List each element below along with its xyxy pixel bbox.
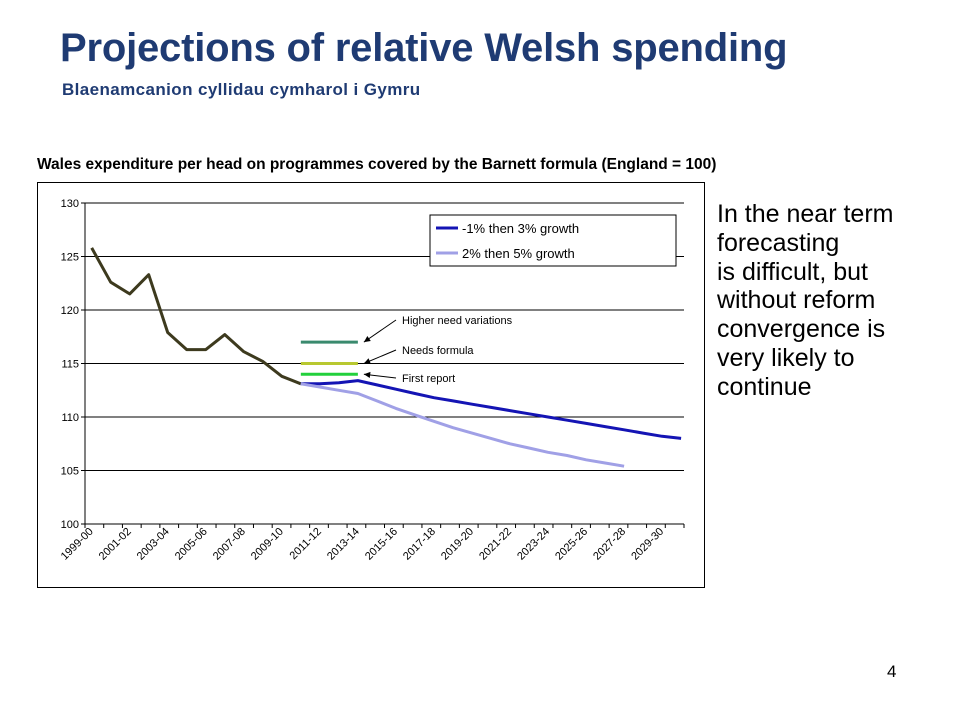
y-tick-label: 120 (61, 305, 79, 317)
legend-label: -1% then 3% growth (462, 221, 579, 236)
commentary-text: In the near term forecasting is difficul… (717, 200, 957, 402)
annotation-label: First report (402, 373, 455, 385)
series-line-low (300, 379, 682, 440)
y-tick-label: 100 (61, 519, 79, 531)
slide-subtitle: Blaenamcanion cyllidau cymharol i Gymru (62, 80, 421, 99)
x-tick-label: 1999-00 (59, 526, 96, 563)
x-tick-label: 2001-02 (97, 526, 134, 563)
y-tick-label: 130 (61, 198, 79, 210)
x-tick-label: 2029-30 (629, 526, 666, 563)
commentary-line: without reform (717, 286, 876, 315)
legend-box (429, 214, 677, 267)
commentary-line: very likely to (717, 343, 855, 372)
series-line-historic (90, 247, 302, 386)
y-tick-label: 105 (61, 466, 79, 478)
commentary-line: convergence is (717, 315, 886, 344)
annotation-arrow-head (363, 358, 371, 364)
x-tick-label: 2005-06 (173, 526, 210, 563)
x-tick-label: 2017-18 (401, 526, 438, 563)
annotation-arrow-line (363, 319, 397, 343)
page-number: 4 (887, 662, 897, 681)
annotation-label: Higher need variations (402, 315, 513, 327)
line-chart: 100 105 110 115 120 125 130 1999-00 2001-02 2003-… (59, 198, 685, 563)
x-tick-label: 2019-20 (439, 526, 476, 563)
y-tick-label: 110 (61, 412, 79, 424)
slide-title: Projections of relative Welsh spending (60, 26, 788, 70)
x-tick-label: 2025-26 (553, 526, 590, 563)
x-tick-label: 2003-04 (135, 526, 172, 563)
x-tick-label: 2013-14 (325, 526, 362, 563)
y-tick-label: 125 (61, 252, 79, 264)
x-tick-label: 2021-22 (477, 526, 514, 563)
chart-frame: 100 105 110 115 120 125 130 1999-00 2001-02 2003-… (37, 182, 705, 588)
x-tick-label: 2015-16 (363, 526, 400, 563)
y-tick-label: 115 (61, 359, 79, 371)
commentary-line: is difficult, but (717, 257, 869, 286)
x-tick-label: 2023-24 (515, 526, 552, 563)
commentary-line: In the near term (717, 200, 894, 228)
legend-label: 2% then 5% growth (462, 246, 575, 261)
x-tick-label: 2011-12 (288, 526, 324, 562)
x-tick-label: 2009-10 (249, 526, 286, 563)
series-line-high (300, 382, 625, 468)
annotation-arrow-head (363, 336, 371, 343)
commentary-line: continue (717, 372, 812, 401)
annotation-label: Needs formula (402, 345, 474, 357)
commentary-line: forecasting (717, 228, 840, 257)
annotation-arrow-head (363, 371, 371, 378)
chart-title: Wales expenditure per head on programmes… (37, 156, 717, 173)
x-tick-label: 2027-28 (591, 526, 628, 563)
x-tick-label: 2007-08 (211, 526, 248, 563)
